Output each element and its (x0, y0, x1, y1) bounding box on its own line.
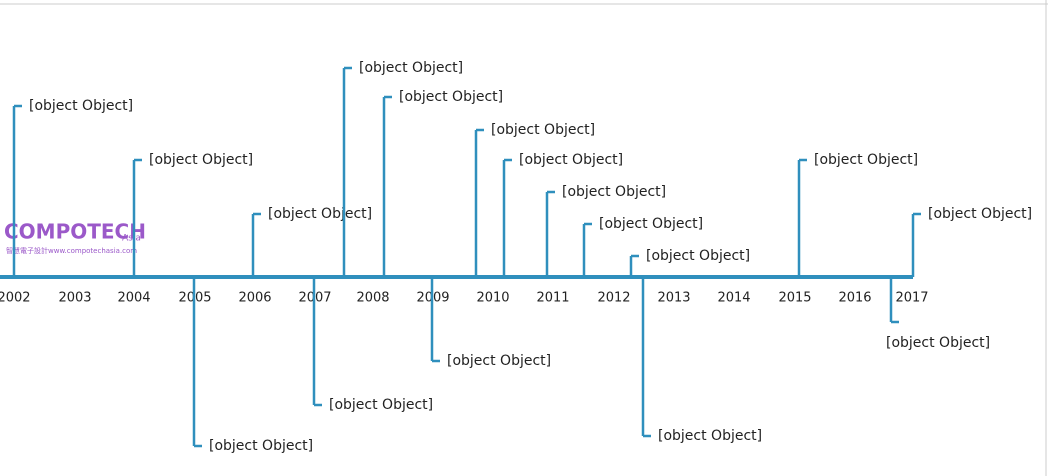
year-label: 2008 (356, 291, 389, 306)
event-label: [object Object] (399, 89, 503, 105)
event-label: [object Object] (491, 122, 595, 138)
event-label: [object Object] (886, 335, 990, 351)
watermark-brand: COMPOTECH (4, 220, 146, 244)
year-label: 2010 (476, 291, 509, 306)
year-label: 2011 (536, 291, 569, 306)
year-label: 2012 (597, 291, 630, 306)
event-label: [object Object] (519, 152, 623, 168)
event-label: [object Object] (29, 98, 133, 114)
event-label: [object Object] (928, 206, 1032, 222)
year-label: 2013 (657, 291, 690, 306)
event-label: [object Object] (599, 216, 703, 232)
year-label: 2004 (117, 291, 150, 306)
year-label: 2014 (717, 291, 750, 306)
event-label: [object Object] (658, 428, 762, 444)
event-label: [object Object] (562, 184, 666, 200)
event-label: [object Object] (209, 438, 313, 454)
watermark-suffix: Asia (122, 234, 141, 244)
year-label: 2006 (238, 291, 271, 306)
year-label: 2015 (778, 291, 811, 306)
year-label: 2002 (0, 291, 31, 306)
event-label: [object Object] (268, 206, 372, 222)
event-label: [object Object] (814, 152, 918, 168)
event-label: [object Object] (329, 397, 433, 413)
event-label: [object Object] (359, 60, 463, 76)
year-label: 2017 (895, 291, 928, 306)
watermark-sub: 智慧電子設計www.compotechasia.com (6, 246, 137, 255)
year-label: 2016 (838, 291, 871, 306)
year-label: 2003 (58, 291, 91, 306)
event-label: [object Object] (646, 248, 750, 264)
event-label: [object Object] (149, 152, 253, 168)
event-label: [object Object] (447, 353, 551, 369)
